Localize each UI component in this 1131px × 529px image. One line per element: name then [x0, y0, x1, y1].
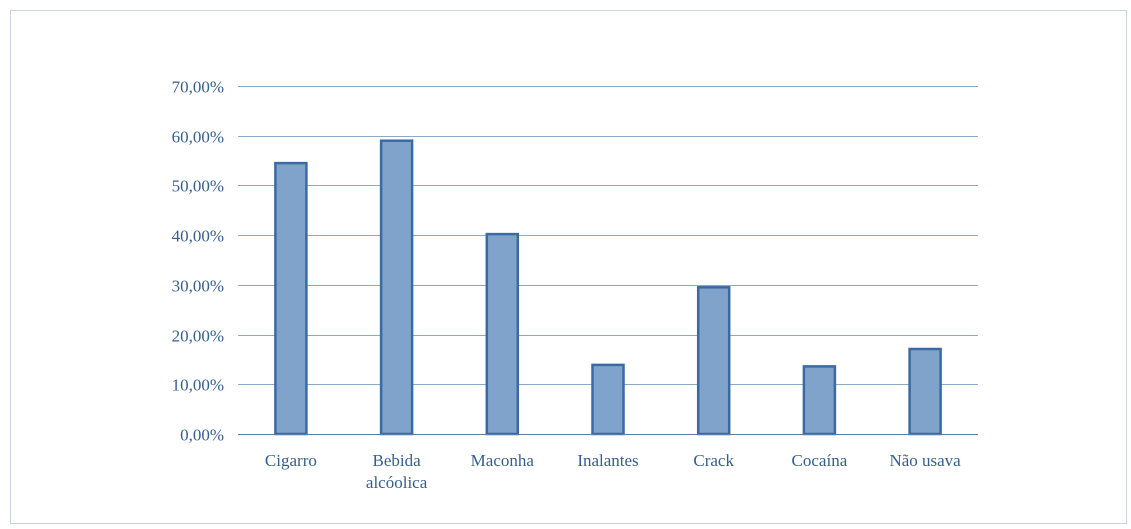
y-tick-label: 10,00%: [172, 376, 224, 395]
x-category-label-line: Não usava: [889, 451, 961, 470]
chart-frame: [10, 10, 1127, 524]
bar: [485, 232, 520, 436]
x-category-label: Inalantes: [577, 451, 638, 470]
gridlines: [238, 86, 978, 385]
x-category-label-line: Cocaína: [792, 451, 848, 470]
x-category-label-line: Inalantes: [577, 451, 638, 470]
x-category-label-line: alcóolica: [366, 473, 428, 492]
bar: [379, 139, 414, 436]
bar: [696, 286, 731, 436]
bar: [274, 161, 308, 436]
x-category-label: Crack: [693, 451, 734, 470]
y-tick-label: 20,00%: [172, 327, 224, 346]
bars: [274, 139, 942, 436]
y-tick-label: 50,00%: [172, 177, 224, 196]
y-tick-labels: 0,00% 10,00% 20,00% 30,00% 40,00% 50,00% 60,00…: [172, 78, 224, 445]
bar: [908, 347, 942, 436]
y-tick-label: 40,00%: [172, 227, 224, 246]
x-category-label: Cigarro: [265, 451, 317, 470]
x-category-labels: Cigarro Bebida alcóolica Maconha Inalantes Cr…: [265, 451, 961, 492]
y-tick-label: 70,00%: [172, 78, 224, 97]
x-category-label: Bebida alcóolica: [366, 451, 428, 492]
x-category-label: Maconha: [471, 451, 535, 470]
x-category-label-line: Bebida: [373, 451, 422, 470]
x-category-label-line: Maconha: [471, 451, 535, 470]
bar: [802, 365, 837, 436]
x-category-label: Cocaína: [792, 451, 848, 470]
bar: [591, 363, 625, 436]
x-category-label-line: Cigarro: [265, 451, 317, 470]
y-tick-label: 0,00%: [180, 426, 224, 445]
x-category-label-line: Crack: [693, 451, 734, 470]
x-category-label: Não usava: [889, 451, 961, 470]
y-tick-label: 60,00%: [172, 128, 224, 147]
y-tick-label: 30,00%: [172, 277, 224, 296]
